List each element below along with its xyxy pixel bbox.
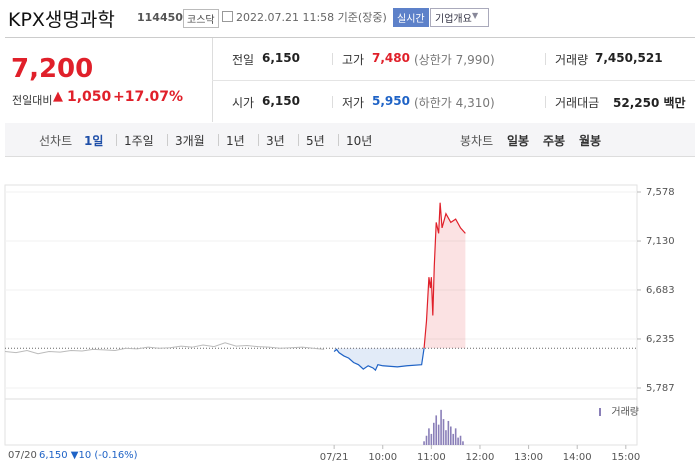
company-button[interactable]: 기업개요: [430, 8, 489, 27]
divider: [167, 134, 168, 146]
divider: [332, 96, 333, 108]
price: 7,200: [11, 54, 94, 84]
divider: [116, 134, 117, 146]
change-label: 전일대비: [12, 94, 53, 107]
area: [334, 202, 466, 349]
cell-label: 저가: [342, 96, 365, 110]
x-tick-label: 13:00: [514, 452, 543, 463]
y-tick-label: 7,130: [646, 236, 675, 247]
tab[interactable]: 1주일: [124, 134, 154, 148]
tab-group-label: 봉차트: [460, 134, 494, 148]
area: [334, 348, 466, 371]
volume-bar: [457, 437, 459, 445]
cell-label: 거래대금: [555, 96, 600, 110]
cell-label: 고가: [342, 53, 365, 67]
tab[interactable]: 3년: [266, 134, 285, 148]
code: 114450: [137, 11, 183, 24]
cell-label: 전일: [232, 53, 255, 67]
footer-date: 07/20: [8, 450, 37, 461]
change-pct: +17.07%: [113, 89, 184, 105]
x-tick-label: 07/21: [320, 452, 349, 463]
y-tick-label: 7,578: [646, 187, 675, 198]
volume-bar: [430, 433, 433, 445]
cell-note: (상한가 7,990): [414, 53, 495, 67]
divider: [332, 53, 333, 65]
tab[interactable]: 3개월: [175, 134, 205, 148]
volume-bar: [428, 428, 430, 445]
volume-bar: [423, 441, 425, 445]
tab[interactable]: 5년: [306, 134, 325, 148]
timestamp: 2022.07.21 11:58 기준(장중): [236, 11, 387, 24]
market-badge: 코스닥: [183, 9, 219, 28]
tab[interactable]: 월봉: [579, 134, 602, 148]
volume-bar: [459, 435, 462, 445]
tab[interactable]: 10년: [346, 134, 373, 148]
divider: [545, 53, 546, 65]
volume-bar: [440, 409, 442, 445]
tab-group-label: 선차트: [39, 134, 73, 148]
tab[interactable]: 주봉: [543, 134, 566, 148]
cell-note: (하한가 4,310): [414, 96, 495, 110]
x-tick-label: 14:00: [563, 452, 592, 463]
volume-bar: [454, 428, 457, 445]
volume-bar: [452, 433, 455, 445]
volume-bar: [442, 419, 445, 445]
y-tick-label: 5,787: [646, 383, 675, 394]
cell-value: 6,150: [262, 94, 300, 108]
plot-frame: [4, 184, 638, 446]
divider: [212, 80, 695, 81]
x-tick-label: 11:00: [417, 452, 446, 463]
up-icon: ▲: [53, 89, 63, 104]
volume-bar: [462, 441, 464, 445]
volume-bar: [450, 426, 452, 445]
previous-line: [4, 342, 325, 355]
price-line: [333, 348, 425, 372]
cell-label: 거래량: [555, 53, 589, 67]
dropdown-arrow: ▼: [472, 11, 479, 20]
footer-summary: 6,150 ▼10 (-0.16%): [39, 450, 138, 461]
legend-swatch: [599, 408, 601, 416]
volume-bar: [425, 435, 428, 445]
tab-bar: [5, 123, 695, 157]
realtime-button[interactable]: 실시간: [393, 8, 429, 27]
cell-value: 5,950: [372, 94, 410, 108]
divider: [298, 134, 299, 146]
volume-bar: [445, 430, 447, 445]
clock-icon: [222, 11, 233, 22]
price-line: [423, 202, 466, 349]
volume-bar: [435, 415, 438, 445]
divider: [338, 134, 339, 146]
tab[interactable]: 1일: [84, 134, 104, 148]
cell-value: 52,250 백만: [613, 96, 686, 110]
volume-legend: 거래량: [611, 406, 639, 418]
tab[interactable]: 1년: [226, 134, 245, 148]
x-tick-label: 10:00: [368, 452, 397, 463]
volume-bar: [437, 424, 440, 445]
y-tick-label: 6,235: [646, 334, 675, 345]
cell-value: 7,480: [372, 51, 410, 65]
divider: [218, 134, 219, 146]
volume-bar: [432, 422, 435, 445]
cell-label: 시가: [232, 96, 255, 110]
volume-bar: [447, 420, 450, 445]
tab[interactable]: 일봉: [507, 134, 530, 148]
y-tick-label: 6,683: [646, 285, 675, 296]
change: 1,050: [67, 89, 112, 105]
x-tick-label: 12:00: [466, 452, 495, 463]
cell-value: 7,450,521: [595, 51, 663, 65]
divider: [258, 134, 259, 146]
divider: [545, 96, 546, 108]
title: KPX생명과학: [8, 9, 115, 31]
cell-value: 6,150: [262, 51, 300, 65]
x-tick-label: 15:00: [611, 452, 640, 463]
